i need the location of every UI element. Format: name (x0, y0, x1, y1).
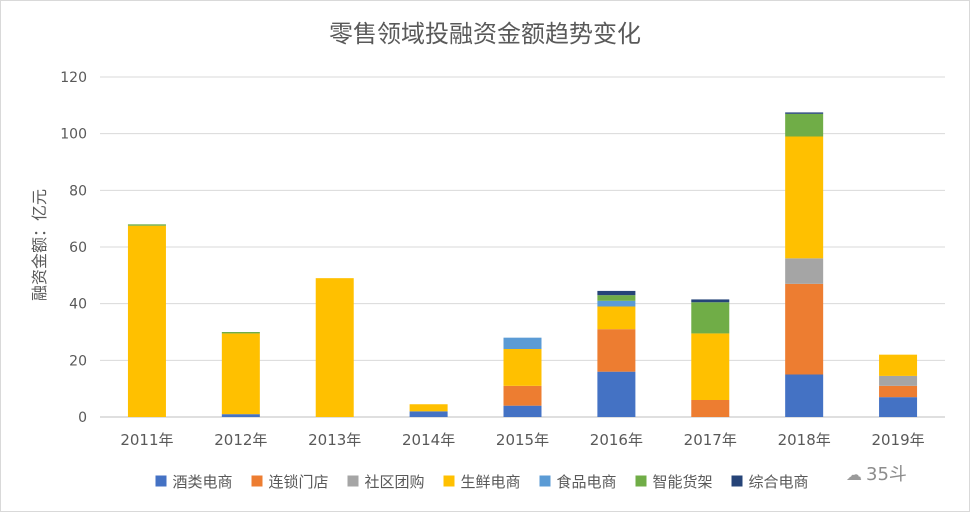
bar-segment (503, 405, 542, 417)
bar-segment (597, 371, 636, 417)
legend-label: 智能货架 (653, 473, 713, 491)
bar-segment (879, 385, 918, 398)
legend-swatch (251, 475, 263, 487)
bar-segment (879, 354, 918, 376)
x-tick-label: 2011年 (120, 431, 173, 449)
legend-swatch (347, 475, 359, 487)
watermark: ☁ 35斗 (846, 460, 907, 486)
bar-segment (597, 306, 636, 330)
x-tick-label: 2018年 (778, 431, 831, 449)
bar-segment (315, 278, 354, 417)
bar-segment (785, 374, 824, 417)
y-tick-label: 120 (60, 70, 87, 86)
bar-segment (691, 299, 730, 303)
legend-swatch (731, 475, 743, 487)
legend-label: 连锁门店 (269, 473, 329, 491)
bar-segment (597, 329, 636, 372)
bar-segment (597, 300, 636, 307)
x-tick-label: 2014年 (402, 431, 455, 449)
bar-segment (691, 333, 730, 400)
y-tick-label: 60 (69, 240, 87, 256)
bar-segment (691, 400, 730, 417)
legend-swatch (443, 475, 455, 487)
wechat-icon: ☁ (846, 465, 862, 484)
x-tick-label: 2016年 (590, 431, 643, 449)
bar-segment (879, 375, 918, 386)
x-tick-label: 2013年 (308, 431, 361, 449)
bar-segment (127, 225, 166, 417)
watermark-text: 35斗 (866, 464, 907, 485)
bar-segment (127, 224, 166, 226)
bar-segment (785, 283, 824, 375)
bar-segment (221, 333, 260, 415)
bar-segment (503, 337, 542, 349)
y-tick-label: 0 (78, 410, 87, 426)
legend-label: 综合电商 (749, 473, 809, 491)
bar-segment (691, 302, 730, 334)
legend-label: 酒类电商 (173, 473, 233, 491)
legend-label: 社区团购 (365, 473, 425, 491)
bar-segment (503, 385, 542, 406)
y-tick-label: 20 (69, 353, 87, 369)
bar-segment (409, 411, 448, 417)
legend-label: 食品电商 (557, 473, 617, 491)
bar-segment (503, 349, 542, 386)
bar-segment (221, 414, 260, 417)
bar-segment (409, 404, 448, 412)
chart-title: 零售领域投融资金额趋势变化 (329, 20, 641, 48)
x-tick-label: 2015年 (496, 431, 549, 449)
y-tick-label: 100 (60, 127, 87, 143)
x-tick-label: 2017年 (684, 431, 737, 449)
x-tick-label: 2012年 (214, 431, 267, 449)
bar-segment (597, 295, 636, 301)
x-tick-label: 2019年 (871, 431, 924, 449)
bar-segment (785, 136, 824, 259)
bar-segment (879, 397, 918, 417)
legend-swatch (155, 475, 167, 487)
legend-swatch (539, 475, 551, 487)
bar-segment (785, 112, 824, 114)
bar-segment (785, 113, 824, 137)
legend-swatch (635, 475, 647, 487)
y-tick-label: 80 (69, 183, 87, 199)
bar-segment (785, 258, 824, 284)
bar-segment (597, 290, 636, 296)
y-tick-label: 40 (69, 297, 87, 313)
legend-label: 生鲜电商 (461, 473, 521, 491)
bar-segment (221, 332, 260, 334)
